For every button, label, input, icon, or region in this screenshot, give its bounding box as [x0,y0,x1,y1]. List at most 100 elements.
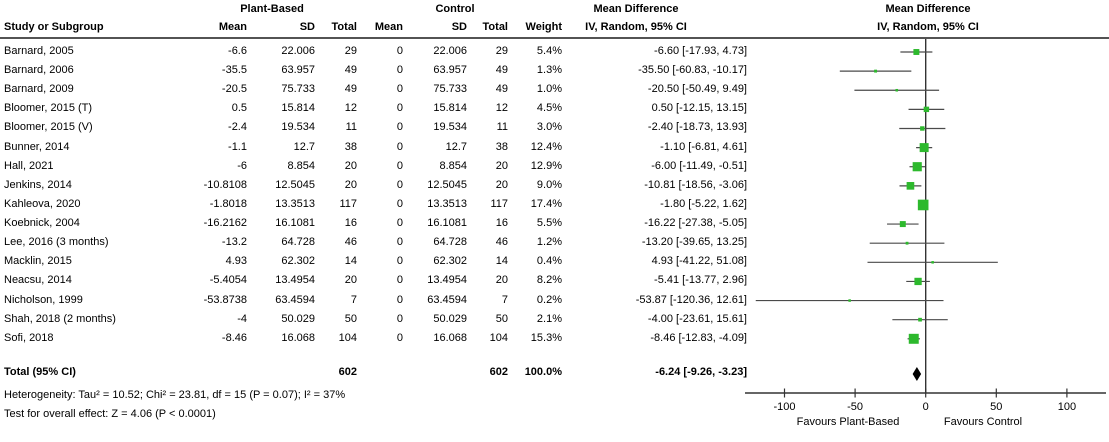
effect-square [906,182,915,190]
weight-cell: 1.3% [536,64,562,77]
ctrl-total-cell: 7 [501,293,508,306]
ci-text-cell: -20.50 [-50.49, 9.49] [647,83,747,96]
ctrl-sd-cell: 16.068 [433,331,467,344]
ctrl-total-cell: 29 [495,45,508,57]
ctrl-total-cell: 46 [495,236,508,249]
column-header-sd-ctrl: SD [451,21,467,33]
ci-text-cell: -1.80 [-5.22, 1.62] [660,197,747,210]
group-header-control: Control [435,3,475,15]
pb-mean-cell: -1.1 [228,140,247,153]
md-plot-column-subtitle: IV, Random, 95% CI [877,21,979,33]
effect-square [918,317,922,322]
weight-cell: 0.4% [536,255,562,268]
pb-total-cell: 50 [344,312,357,325]
ctrl-total-cell: 50 [495,312,508,325]
ctrl-mean-cell: 0 [396,312,403,325]
effect-square [895,88,899,92]
ctrl-mean-cell: 0 [396,102,403,115]
ctrl-total-cell: 49 [495,64,508,77]
pb-total-cell: 20 [344,178,357,191]
heterogeneity-stats: Heterogeneity: Tau² = 10.52; Chi² = 23.8… [4,389,346,401]
pb-sd-cell: 64.728 [281,236,315,249]
pb-sd-cell: 16.068 [281,331,315,344]
weight-cell: 12.4% [530,140,562,153]
pb-total-cell: 104 [338,331,357,344]
ctrl-mean-cell: 0 [396,293,403,306]
ci-text-cell: -53.87 [-120.36, 12.61] [635,293,747,306]
weight-cell: 1.0% [536,83,562,96]
ctrl-mean-cell: 0 [396,274,403,287]
effect-square [913,49,920,55]
ctrl-total-cell: 14 [495,255,508,268]
pb-total-cell: 14 [344,255,357,268]
effect-square [920,126,925,131]
ctrl-sd-cell: 19.534 [433,121,467,134]
ctrl-sd-cell: 15.814 [433,102,467,115]
overall-effect-stats: Test for overall effect: Z = 4.06 (P < 0… [4,408,216,420]
effect-square [917,199,929,211]
pb-mean-cell: -13.2 [221,236,247,249]
study-name: Kahleova, 2020 [4,197,81,210]
ctrl-total-cell: 11 [496,121,508,134]
ctrl-sd-cell: 50.029 [433,312,467,325]
pb-sd-cell: 50.029 [281,312,315,325]
study-name: Bloomer, 2015 (T) [4,102,93,115]
pb-mean-cell: -16.2162 [203,217,247,230]
study-name: Macklin, 2015 [4,255,72,268]
ctrl-total-cell: 20 [495,274,508,287]
pb-mean-cell: -1.8018 [209,197,247,210]
ci-text-cell: -6.60 [-17.93, 4.73] [654,45,747,57]
ci-text-cell: -2.40 [-18.73, 13.93] [647,121,747,134]
total-ctrl-n: 602 [489,366,508,378]
ctrl-sd-cell: 12.7 [445,140,467,153]
pb-mean-cell: -10.8108 [203,178,247,191]
pb-total-cell: 38 [344,140,357,153]
ci-text-cell: -5.41 [-13.77, 2.96] [654,274,747,287]
column-header-mean-ctrl: Mean [374,21,403,33]
study-name: Sofi, 2018 [4,331,54,344]
effect-square [919,143,929,153]
ci-text-cell: -8.46 [-12.83, -4.09] [650,331,747,344]
study-name: Jenkins, 2014 [4,178,72,191]
pb-sd-cell: 12.5045 [275,178,315,191]
ctrl-total-cell: 117 [490,197,508,210]
ci-text-cell: -4.00 [-23.61, 15.61] [647,312,747,325]
ctrl-sd-cell: 13.4954 [427,274,467,287]
effect-square [912,162,922,172]
column-header-mean-pb: Mean [218,21,247,33]
ctrl-sd-cell: 13.3513 [427,197,467,210]
ctrl-sd-cell: 64.728 [433,236,467,249]
pb-mean-cell: -6.6 [228,45,247,57]
axis-tick-label: 100 [1057,401,1077,413]
pb-mean-cell: -35.5 [221,64,247,77]
effect-square [899,221,906,228]
pb-sd-cell: 75.733 [281,83,315,96]
effect-square [874,69,878,73]
study-name: Hall, 2021 [4,159,54,172]
weight-cell: 12.9% [530,159,562,172]
ctrl-mean-cell: 0 [396,121,403,134]
column-header-weight: Weight [525,21,562,33]
weight-cell: 5.5% [536,217,562,230]
effect-square [931,261,934,264]
weight-cell: 17.4% [530,197,562,210]
weight-cell: 2.1% [536,312,562,325]
ctrl-mean-cell: 0 [396,255,403,268]
study-name: Bloomer, 2015 (V) [4,121,93,134]
study-name: Lee, 2016 (3 months) [4,236,109,249]
ctrl-total-cell: 49 [495,83,508,96]
pb-mean-cell: 0.5 [231,102,247,115]
effect-square [923,106,930,113]
pb-total-cell: 117 [339,197,357,210]
column-header-study: Study or Subgroup [4,21,104,33]
weight-cell: 9.0% [536,178,562,191]
pb-total-cell: 49 [344,64,357,77]
ctrl-mean-cell: 0 [396,140,403,153]
ctrl-sd-cell: 75.733 [433,83,467,96]
pb-total-cell: 20 [344,274,357,287]
study-name: Shah, 2018 (2 months) [4,312,116,325]
ctrl-sd-cell: 62.302 [433,255,467,268]
total-pb-n: 602 [338,366,357,378]
axis-tick-label: 0 [922,401,929,413]
